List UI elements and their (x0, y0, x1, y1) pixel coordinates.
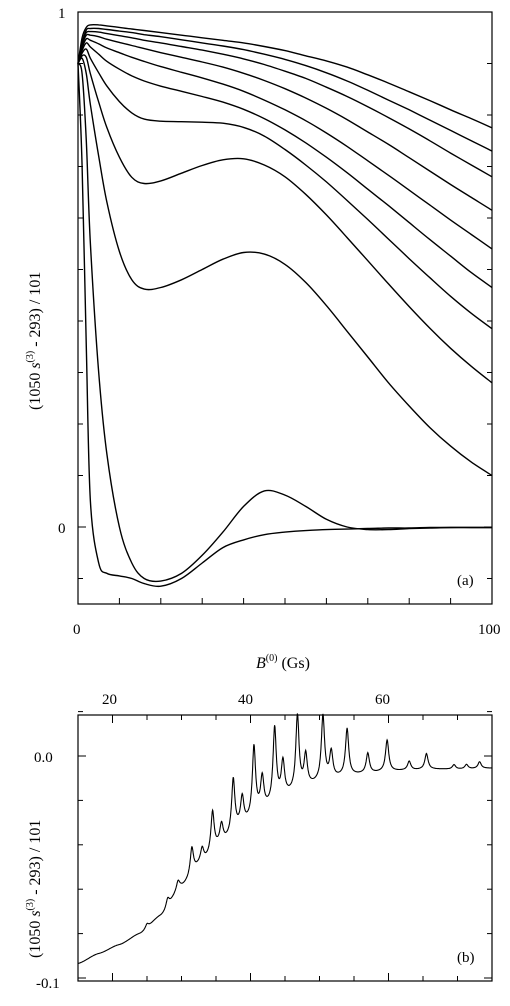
panel-a-curve-8 (77, 54, 493, 384)
panel-a-curve-11 (77, 63, 492, 588)
panel-b-xtick-20: 20 (102, 692, 117, 708)
panel-a-curve-3 (77, 30, 493, 178)
panel-a-series (77, 23, 493, 588)
panel-a-curve-4 (77, 33, 493, 211)
panel-b-tag: (b) (457, 950, 475, 966)
panel-b-xtick-40: 40 (238, 692, 253, 708)
panel-a-ylabel-post: - 293) / 101 (27, 272, 44, 351)
panel-a: 1 0 0 100 (a) B(0) (Gs) (1050 s(3) - 293… (25, 6, 501, 672)
panel-b-ticks (77, 711, 493, 981)
panel-b-ylabel-sup: (3) (25, 899, 36, 911)
panel-a-ylabel: (1050 s(3) - 293) / 101 (25, 272, 44, 410)
panel-a-xlabel-sup: (0) (266, 653, 278, 664)
panel-b-ylabel-pre: (1050 (27, 917, 44, 958)
panel-a-curve-2 (77, 27, 493, 152)
panel-b-ylabel-s: s (27, 910, 44, 916)
panel-b-ylabel-post: - 293) / 101 (27, 820, 44, 899)
panel-b-series (77, 713, 492, 965)
panel-a-xlabel: B(0) (Gs) (256, 653, 310, 672)
panel-a-xlabel-base: B (256, 655, 266, 672)
panel-a-curve-6 (77, 42, 493, 289)
panel-b-frame (77, 714, 493, 982)
panel-a-curve-10 (77, 63, 492, 583)
panel-b-ytick-m01: -0.1 (36, 976, 60, 992)
panel-a-tag: (a) (457, 573, 474, 589)
panel-a-ytick-0: 0 (58, 521, 66, 537)
panel-a-ylabel-pre: (1050 (27, 369, 44, 410)
panel-a-curve-5 (77, 37, 493, 250)
panel-a-ylabel-s: s (27, 362, 44, 368)
panel-a-ytick-1: 1 (58, 6, 66, 22)
panel-a-ylabel-sup: (3) (25, 351, 36, 363)
panel-b: 20 40 60 0.0 -0.1 (b) (1050 s(3) - 293) … (25, 692, 493, 992)
panel-b-ylabel: (1050 s(3) - 293) / 101 (25, 820, 44, 958)
panel-b-ytick-0: 0.0 (34, 750, 53, 766)
panel-a-xtick-0: 0 (73, 622, 81, 638)
panel-b-xtick-60: 60 (375, 692, 390, 708)
panel-a-curve-1 (77, 23, 493, 129)
panel-b-curve (77, 713, 492, 965)
panel-a-curve-7 (77, 48, 493, 330)
panel-a-xtick-100: 100 (478, 622, 501, 638)
panel-a-xlabel-unit: (Gs) (277, 655, 309, 672)
panel-a-curve-9 (77, 57, 493, 477)
